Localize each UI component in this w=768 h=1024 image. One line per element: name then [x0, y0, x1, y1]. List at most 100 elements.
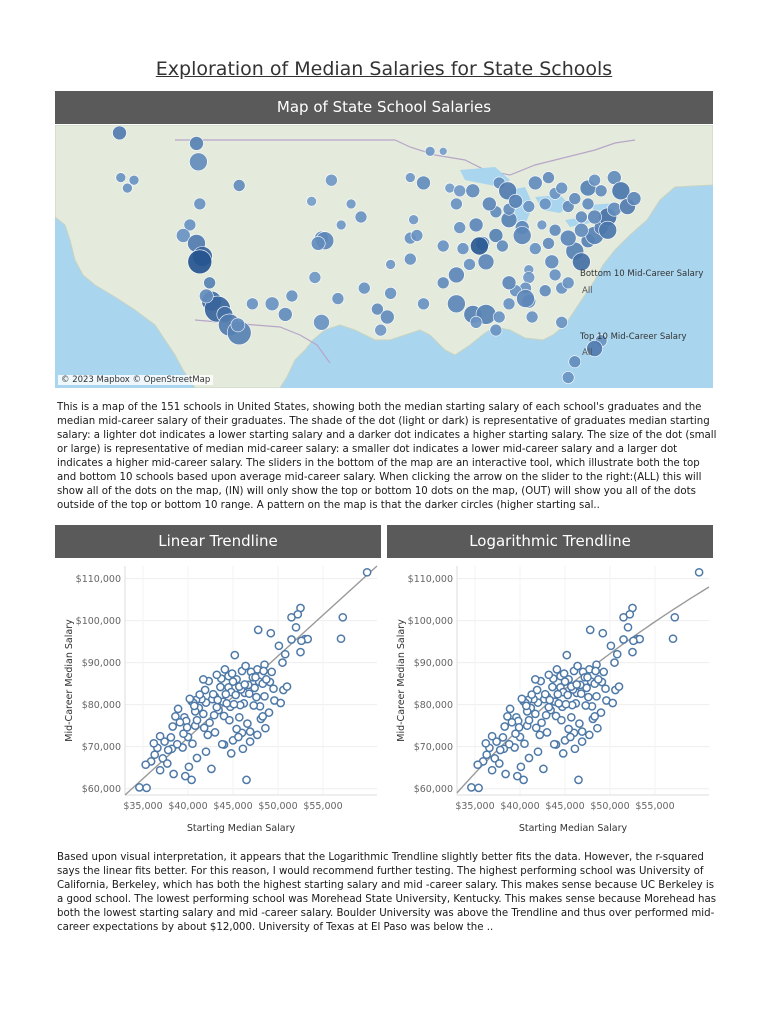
data-point[interactable]: [623, 622, 633, 632]
school-dot[interactable]: [354, 210, 368, 224]
school-dot[interactable]: [528, 242, 542, 255]
school-dot[interactable]: [115, 172, 127, 183]
data-point[interactable]: [467, 783, 476, 792]
school-dot[interactable]: [408, 214, 419, 225]
school-dot[interactable]: [501, 275, 517, 291]
data-point[interactable]: [599, 667, 609, 677]
school-dot[interactable]: [561, 276, 575, 290]
data-point[interactable]: [608, 698, 618, 708]
school-dot[interactable]: [313, 314, 330, 331]
data-point[interactable]: [494, 759, 504, 768]
data-point[interactable]: [524, 753, 534, 763]
data-point[interactable]: [184, 762, 194, 772]
school-dot[interactable]: [403, 252, 417, 266]
data-point[interactable]: [521, 701, 531, 711]
school-dot[interactable]: [404, 172, 416, 183]
data-point[interactable]: [338, 612, 348, 622]
school-dot[interactable]: [508, 194, 523, 209]
top-10-slider-value[interactable]: All: [582, 348, 593, 358]
school-dot[interactable]: [525, 310, 539, 324]
data-point[interactable]: [220, 665, 230, 674]
data-point[interactable]: [245, 727, 255, 736]
data-point[interactable]: [173, 704, 183, 714]
data-point[interactable]: [560, 677, 570, 686]
school-dot[interactable]: [385, 259, 396, 270]
data-point[interactable]: [542, 728, 552, 737]
data-point[interactable]: [530, 675, 540, 684]
data-point[interactable]: [234, 732, 243, 742]
data-point[interactable]: [694, 567, 704, 577]
data-point[interactable]: [249, 701, 259, 710]
data-point[interactable]: [172, 739, 182, 749]
data-point[interactable]: [225, 715, 234, 725]
data-point[interactable]: [205, 718, 214, 728]
school-dot[interactable]: [575, 210, 588, 224]
data-point[interactable]: [208, 689, 218, 699]
data-point[interactable]: [545, 695, 555, 705]
school-dot[interactable]: [230, 317, 246, 333]
data-point[interactable]: [670, 612, 680, 622]
school-dot[interactable]: [586, 340, 603, 357]
school-dot[interactable]: [522, 271, 536, 284]
data-point[interactable]: [564, 724, 573, 734]
data-point[interactable]: [473, 760, 483, 770]
data-point[interactable]: [278, 658, 287, 667]
school-dot[interactable]: [310, 236, 326, 251]
school-dot[interactable]: [470, 236, 489, 256]
data-point[interactable]: [570, 744, 580, 754]
school-dot[interactable]: [516, 289, 535, 308]
school-dot[interactable]: [371, 302, 384, 316]
data-point[interactable]: [180, 771, 190, 781]
data-point[interactable]: [229, 699, 239, 709]
data-point[interactable]: [552, 665, 562, 674]
school-dot[interactable]: [176, 228, 191, 243]
data-point[interactable]: [216, 682, 225, 692]
data-point[interactable]: [566, 712, 576, 722]
data-point[interactable]: [293, 609, 303, 619]
data-point[interactable]: [259, 666, 268, 676]
school-dot[interactable]: [357, 281, 371, 295]
data-point[interactable]: [619, 635, 628, 644]
data-point[interactable]: [198, 709, 208, 719]
data-point[interactable]: [562, 650, 572, 660]
data-point[interactable]: [527, 690, 537, 699]
data-point[interactable]: [238, 744, 248, 754]
school-dot[interactable]: [285, 289, 299, 303]
data-point[interactable]: [244, 689, 254, 699]
data-point[interactable]: [195, 690, 205, 699]
data-point[interactable]: [566, 732, 575, 742]
school-dot[interactable]: [548, 223, 562, 237]
bottom-10-slider-value[interactable]: All: [582, 286, 593, 296]
data-point[interactable]: [209, 710, 219, 720]
data-point[interactable]: [574, 775, 583, 785]
data-point[interactable]: [168, 722, 178, 731]
data-point[interactable]: [501, 769, 510, 779]
data-point[interactable]: [231, 690, 241, 700]
data-point[interactable]: [487, 731, 497, 741]
data-point[interactable]: [199, 723, 209, 733]
data-point[interactable]: [548, 682, 557, 692]
data-point[interactable]: [474, 783, 483, 793]
school-dot[interactable]: [587, 209, 602, 225]
data-point[interactable]: [539, 764, 548, 774]
data-point[interactable]: [585, 625, 595, 635]
data-point[interactable]: [217, 739, 227, 749]
data-point[interactable]: [549, 739, 559, 749]
school-dot[interactable]: [465, 183, 481, 199]
data-point[interactable]: [201, 747, 211, 757]
data-point[interactable]: [541, 710, 551, 720]
data-point[interactable]: [297, 636, 306, 646]
data-point[interactable]: [336, 634, 346, 644]
school-dot[interactable]: [512, 226, 532, 245]
school-dot[interactable]: [555, 316, 569, 329]
school-dot[interactable]: [469, 316, 483, 329]
school-dot[interactable]: [384, 287, 397, 300]
data-point[interactable]: [576, 689, 586, 699]
data-point[interactable]: [629, 636, 638, 646]
data-point[interactable]: [169, 769, 178, 779]
data-point[interactable]: [245, 737, 255, 746]
school-dot[interactable]: [611, 181, 631, 201]
data-point[interactable]: [260, 691, 269, 701]
school-dot[interactable]: [588, 173, 601, 187]
data-point[interactable]: [222, 699, 232, 708]
